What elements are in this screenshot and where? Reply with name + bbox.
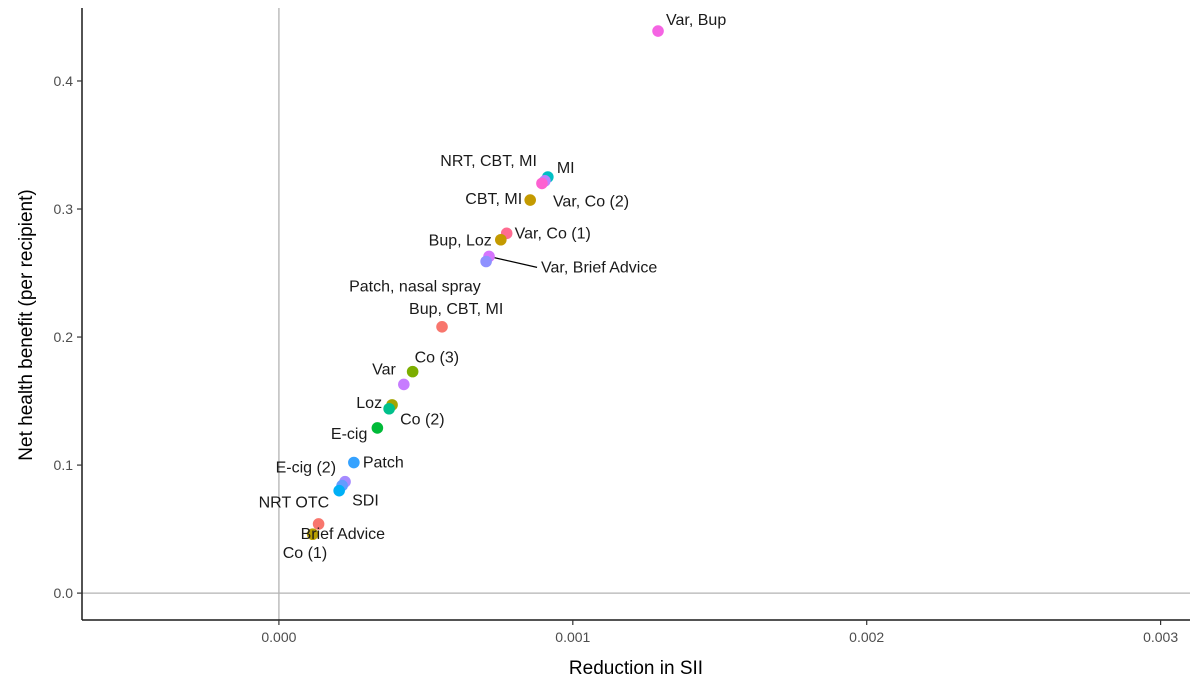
point-label: E-cig (2) (276, 460, 336, 477)
data-point (348, 456, 360, 469)
y-tick-label: 0.3 (54, 201, 74, 217)
x-tick-label: 0.000 (261, 629, 296, 645)
point-label: E-cig (331, 426, 367, 443)
y-tick-label: 0.4 (54, 73, 74, 89)
y-tick-label: 0.0 (54, 585, 74, 601)
point-label: Var, Brief Advice (541, 259, 657, 276)
data-point (306, 528, 319, 541)
data-point (398, 378, 410, 391)
data-point (312, 518, 325, 530)
data-point (406, 365, 419, 378)
data-point (480, 255, 492, 268)
point-label: Var, Bup (666, 12, 726, 29)
point-label: Var, Co (1) (515, 225, 591, 242)
data-point (383, 402, 395, 415)
point-label: Co (2) (400, 412, 444, 429)
data-point (652, 25, 664, 37)
point-label: SDI (352, 493, 379, 510)
point-label: Var, Co (2) (553, 193, 629, 210)
point-label: Bup, CBT, MI (409, 301, 503, 318)
point-label: Brief Advice (301, 526, 386, 543)
point-label: Co (1) (283, 545, 327, 562)
x-tick-label: 0.002 (849, 629, 884, 645)
point-label: Patch (363, 455, 404, 472)
plot-area: 0.000 0.001 0.002 0.003 0.0 0.1 0.2 0.3 0.4 Var, … (54, 8, 1190, 645)
data-point (524, 194, 536, 206)
point-label: NRT, CBT, MI (440, 153, 537, 170)
x-tick-label: 0.003 (1143, 629, 1178, 645)
y-tick-label: 0.1 (54, 457, 74, 473)
point-label: Loz (356, 395, 382, 412)
x-tick-label: 0.001 (555, 629, 590, 645)
x-axis-title: Reduction in SII (569, 658, 703, 679)
point-label: Bup, Loz (429, 233, 492, 250)
data-point (495, 233, 507, 246)
point-label: MI (557, 160, 575, 177)
point-label: Var (372, 361, 396, 378)
point-label: Patch, nasal spray (349, 279, 481, 296)
data-point (536, 177, 548, 190)
data-point (371, 422, 384, 434)
data-point (436, 321, 448, 333)
label-leader-line (492, 256, 538, 268)
y-tick-label: 0.2 (54, 329, 74, 345)
point-label: Co (3) (415, 350, 459, 367)
point-label: NRT OTC (259, 495, 330, 512)
y-axis-title: Net health benefit (per recipient) (16, 189, 37, 460)
data-point (333, 484, 345, 497)
point-label: CBT, MI (465, 191, 522, 208)
